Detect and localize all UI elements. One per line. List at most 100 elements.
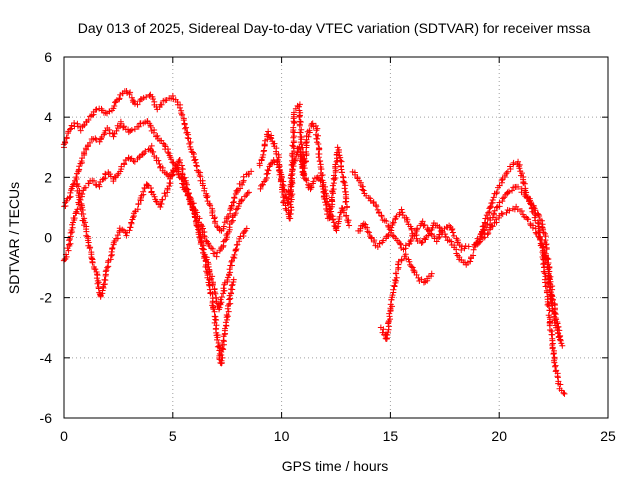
data-point: [135, 200, 142, 207]
data-point: [410, 267, 417, 274]
data-point: [364, 228, 371, 235]
data-point: [181, 174, 188, 181]
data-point: [94, 272, 101, 279]
data-point: [538, 223, 545, 230]
series-trace-a: [60, 88, 255, 234]
data-point: [243, 225, 250, 232]
data-point: [551, 363, 558, 370]
data-point: [223, 232, 230, 239]
data-point: [540, 229, 547, 236]
data-point: [509, 187, 516, 194]
y-tick-label: 2: [44, 169, 52, 185]
data-point: [302, 176, 309, 183]
data-point: [239, 181, 246, 188]
data-point: [264, 167, 271, 174]
data-point: [546, 286, 553, 293]
data-point: [446, 222, 453, 229]
data-point: [323, 192, 330, 199]
data-point: [94, 280, 101, 287]
x-axis-label: GPS time / hours: [282, 458, 389, 474]
data-point: [111, 102, 118, 109]
data-point: [390, 286, 397, 293]
data-point: [162, 193, 169, 200]
data-point: [131, 158, 138, 165]
data-point: [200, 242, 207, 249]
data-point: [467, 258, 474, 265]
data-point: [200, 249, 207, 256]
data-point: [336, 213, 343, 220]
data-point: [330, 186, 337, 193]
data-point: [201, 233, 208, 240]
data-point: [193, 162, 200, 169]
data-point: [499, 198, 506, 205]
data-point: [387, 301, 394, 308]
data-point: [135, 123, 142, 130]
data-point: [418, 276, 425, 283]
data-point: [346, 222, 353, 229]
data-point: [549, 305, 556, 312]
data-point: [393, 277, 400, 284]
data-point: [169, 159, 176, 166]
data-point: [297, 145, 304, 152]
data-point: [421, 221, 428, 228]
data-point: [220, 346, 227, 353]
data-point: [82, 219, 89, 226]
data-point: [489, 197, 496, 204]
data-point: [319, 172, 326, 179]
data-point: [66, 194, 73, 201]
grid-lines: [64, 57, 608, 418]
data-point: [338, 169, 345, 176]
data-point: [66, 235, 73, 242]
data-point: [238, 196, 245, 203]
data-point: [127, 224, 134, 231]
data-point: [75, 183, 82, 190]
data-point: [183, 124, 190, 131]
data-point: [144, 182, 151, 189]
data-point: [310, 178, 317, 185]
data-point: [179, 111, 186, 118]
data-point: [493, 204, 500, 211]
y-tick-label: -2: [40, 290, 53, 306]
data-point: [399, 209, 406, 216]
data-point: [559, 342, 566, 349]
data-point: [158, 101, 165, 108]
data-point: [121, 161, 128, 168]
data-point: [214, 336, 221, 343]
data-point: [199, 245, 206, 252]
data-point: [291, 129, 298, 136]
data-point: [493, 219, 500, 226]
data-point: [106, 126, 113, 133]
data-point: [415, 274, 422, 281]
data-point: [384, 232, 391, 239]
data-point: [216, 304, 223, 311]
data-point: [343, 204, 350, 211]
data-point: [210, 306, 217, 313]
data-point: [277, 178, 284, 185]
data-point: [241, 193, 248, 200]
data-point: [540, 226, 547, 233]
data-point: [189, 207, 196, 214]
data-point: [499, 211, 506, 218]
data-point: [560, 389, 567, 396]
data-point: [289, 191, 296, 198]
data-point: [268, 160, 275, 167]
data-point: [342, 182, 349, 189]
data-point: [373, 203, 380, 210]
x-tick-label: 15: [383, 428, 399, 444]
data-point: [79, 190, 86, 197]
data-point: [134, 206, 141, 213]
data-point: [80, 211, 87, 218]
data-point: [545, 303, 552, 310]
x-tick-label: 5: [169, 428, 177, 444]
data-point: [484, 231, 491, 238]
data-point: [498, 177, 505, 184]
data-point: [76, 196, 83, 203]
data-point: [398, 256, 405, 263]
data-point: [185, 135, 192, 142]
data-point: [130, 157, 137, 164]
data-point: [267, 134, 274, 141]
data-point: [496, 199, 503, 206]
data-point: [161, 190, 168, 197]
data-point: [181, 125, 188, 132]
data-point: [290, 109, 297, 116]
